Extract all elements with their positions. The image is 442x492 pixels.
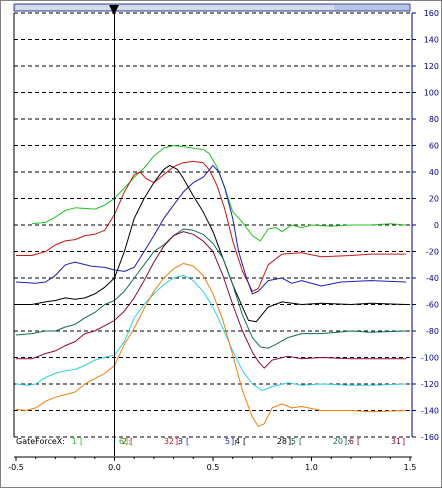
y-tick-label: -140	[421, 407, 439, 416]
legend-bracket-open: [	[243, 437, 246, 446]
x-tick-label: 1.0	[305, 463, 318, 472]
series-line-7	[15, 274, 407, 392]
legend-index: 3	[178, 437, 183, 446]
legend-bracket-close: ];	[175, 437, 181, 446]
y-tick-label: 160	[424, 9, 439, 18]
legend-bracket-close: ];	[288, 437, 294, 446]
y-tick-label: -20	[426, 248, 439, 257]
series-layer	[15, 145, 407, 427]
legend-bracket-close: ];	[344, 437, 350, 446]
series-line-6	[16, 231, 407, 369]
y-tick-label: -60	[426, 301, 439, 310]
legend-bracket-close: ]	[402, 437, 405, 446]
series-line-2	[16, 160, 407, 292]
series-line-3	[15, 164, 407, 295]
legend-index: 4	[235, 437, 240, 446]
legend-title: GateForceX:	[16, 437, 65, 446]
legend-index: 6	[349, 437, 354, 446]
legend-layer: GateForceX: 1[6];2[32];3[5];4[28];5[20]; 6…	[16, 437, 405, 446]
legend-index: 1	[72, 437, 77, 446]
x-tick-label: 0.0	[108, 463, 121, 472]
legend-bracket-close: ];	[231, 437, 237, 446]
y-tick-label: 120	[424, 62, 439, 71]
y-tick-label: 40	[429, 168, 439, 177]
axis-layer: 160140120100806040200-20-40-60-80-100-12…	[8, 9, 439, 472]
y-tick-label: -160	[421, 433, 439, 442]
cursor-marker[interactable]	[109, 5, 119, 15]
legend-value: 32	[164, 437, 174, 446]
y-tick-label: 100	[424, 89, 439, 98]
series-line-8	[15, 262, 407, 427]
legend-bracket-open: [	[186, 437, 189, 446]
y-tick-label: 80	[429, 115, 439, 124]
legend-index: 5	[291, 437, 296, 446]
y-tick-label: -100	[421, 354, 439, 363]
y-tick-label: -40	[426, 274, 439, 283]
series-line-4	[16, 164, 407, 323]
legend-value: 6	[119, 437, 124, 446]
legend-value: 5	[225, 437, 230, 446]
legend-bracket-open: [	[80, 437, 83, 446]
x-tick-label: 0.5	[207, 463, 220, 472]
legend-value: 20	[333, 437, 343, 446]
y-tick-label: 20	[429, 195, 439, 204]
legend-bracket-close: ];	[125, 437, 131, 446]
legend-value: 31	[391, 437, 401, 446]
top-scrollbar-thumb[interactable]	[16, 5, 334, 10]
legend-bracket-open: [	[130, 437, 133, 446]
series-line-1	[31, 145, 407, 242]
y-tick-label: 60	[429, 142, 439, 151]
legend-bracket-open: [	[299, 437, 302, 446]
series-line-5	[15, 228, 407, 349]
legend-bracket-open: [	[357, 437, 360, 446]
y-tick-label: 140	[424, 36, 439, 45]
grid-layer	[14, 12, 412, 438]
y-tick-label: 0	[434, 221, 439, 230]
y-tick-label: -120	[421, 380, 439, 389]
x-tick-label: -0.5	[8, 463, 24, 472]
y-tick-label: -80	[426, 327, 439, 336]
legend-value: 28	[277, 437, 287, 446]
x-tick-label: 1.5	[404, 463, 417, 472]
legend-index: 2	[122, 437, 127, 446]
